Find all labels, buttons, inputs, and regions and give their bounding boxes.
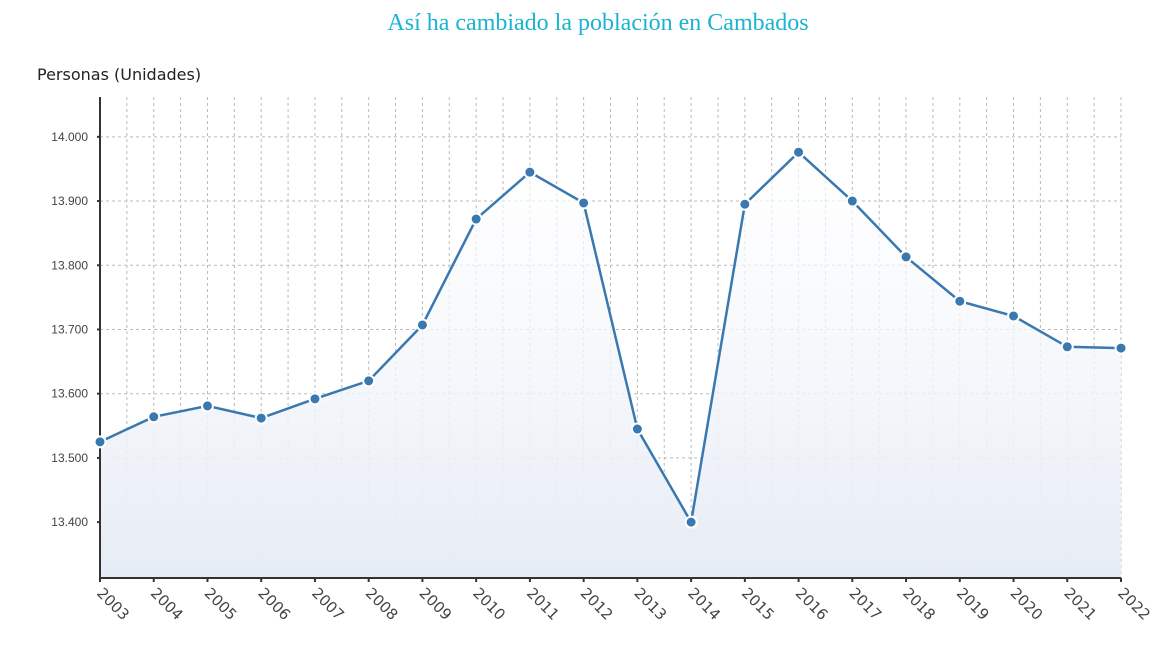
data-point bbox=[630, 422, 644, 436]
y-tick-label: 13.800 bbox=[51, 258, 88, 272]
x-tick-label: 2015 bbox=[738, 584, 778, 624]
y-tick-label: 13.600 bbox=[51, 387, 88, 401]
data-point bbox=[200, 399, 214, 413]
x-tick-label: 2017 bbox=[845, 584, 885, 624]
data-point bbox=[738, 197, 752, 211]
x-tick-label: 2019 bbox=[953, 584, 993, 624]
y-tick-label: 13.400 bbox=[51, 515, 88, 529]
data-point bbox=[254, 411, 268, 425]
x-tick-label: 2010 bbox=[469, 584, 509, 624]
data-point bbox=[792, 145, 806, 159]
y-tick-label: 13.500 bbox=[51, 451, 88, 465]
x-tick-label: 2016 bbox=[792, 584, 832, 624]
x-tick-label: 2003 bbox=[93, 584, 133, 624]
x-tick-label: 2004 bbox=[147, 584, 187, 624]
area-fill bbox=[100, 152, 1121, 578]
x-tick-label: 2007 bbox=[308, 584, 348, 624]
data-point bbox=[577, 196, 591, 210]
chart-title: Así ha cambiado la población en Cambados bbox=[387, 10, 809, 36]
data-point bbox=[523, 165, 537, 179]
x-tick-label: 2014 bbox=[684, 584, 724, 624]
y-axis-label: Personas (Unidades) bbox=[37, 65, 202, 84]
data-point bbox=[1060, 340, 1074, 354]
data-point bbox=[362, 374, 376, 388]
data-point bbox=[684, 515, 698, 529]
x-tick-label: 2008 bbox=[362, 584, 402, 624]
data-point bbox=[953, 294, 967, 308]
x-tick-label: 2021 bbox=[1060, 584, 1100, 624]
x-tick-label: 2022 bbox=[1114, 584, 1154, 624]
data-point bbox=[469, 212, 483, 226]
x-tick-label: 2013 bbox=[631, 584, 671, 624]
data-point bbox=[308, 392, 322, 406]
x-tick-label: 2018 bbox=[899, 584, 939, 624]
data-point bbox=[1007, 309, 1021, 323]
series-line bbox=[99, 150, 1122, 526]
y-tick-label: 13.900 bbox=[51, 194, 88, 208]
data-point bbox=[147, 410, 161, 424]
x-tick-label: 2011 bbox=[523, 584, 563, 624]
data-point bbox=[1114, 341, 1128, 355]
x-tick-label: 2009 bbox=[416, 584, 456, 624]
x-tick-label: 2012 bbox=[577, 584, 617, 624]
y-tick-label: 13.700 bbox=[51, 322, 88, 336]
data-point bbox=[845, 194, 859, 208]
y-tick-label: 14.000 bbox=[51, 130, 88, 144]
data-point bbox=[93, 435, 107, 449]
data-point bbox=[415, 318, 429, 332]
x-tick-label: 2006 bbox=[254, 584, 294, 624]
x-tick-label: 2020 bbox=[1007, 584, 1047, 624]
x-tick-label: 2005 bbox=[201, 584, 241, 624]
data-point bbox=[899, 250, 913, 264]
